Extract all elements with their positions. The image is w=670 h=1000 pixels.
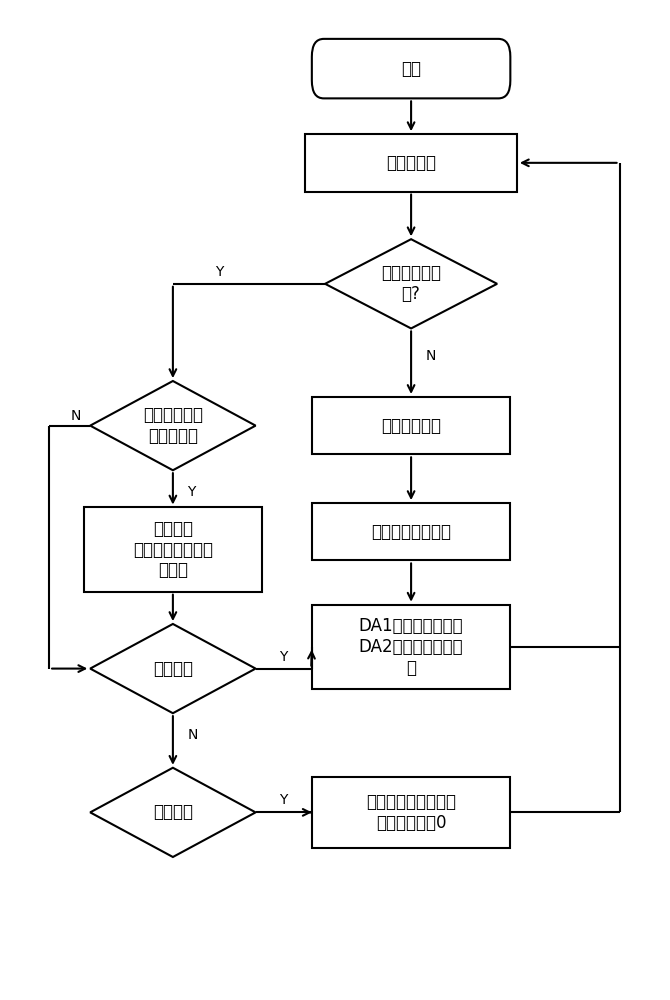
Bar bbox=[312, 605, 511, 689]
Bar bbox=[84, 507, 262, 592]
Bar bbox=[306, 134, 517, 192]
Text: 是否有通讯中
断?: 是否有通讯中 断? bbox=[381, 264, 441, 303]
Text: N: N bbox=[70, 409, 81, 423]
Text: Y: Y bbox=[279, 793, 288, 807]
Text: 是否停机: 是否停机 bbox=[153, 803, 193, 821]
Text: 上电初始化: 上电初始化 bbox=[386, 154, 436, 172]
Text: Y: Y bbox=[279, 650, 288, 664]
Polygon shape bbox=[90, 381, 255, 470]
Text: 计算电压给定增量: 计算电压给定增量 bbox=[371, 523, 451, 541]
Text: 是否更新参数
及读取状态: 是否更新参数 及读取状态 bbox=[143, 406, 203, 445]
Bar bbox=[312, 503, 511, 560]
Text: N: N bbox=[188, 728, 198, 742]
Text: Y: Y bbox=[187, 485, 196, 499]
Text: 检测输出电流: 检测输出电流 bbox=[381, 417, 441, 435]
Text: N: N bbox=[425, 349, 436, 363]
Bar bbox=[312, 397, 511, 454]
Polygon shape bbox=[325, 239, 497, 328]
Polygon shape bbox=[90, 624, 255, 713]
Text: 开始: 开始 bbox=[401, 60, 421, 78]
Text: 读取参数
更新电压给定、补
偿系数: 读取参数 更新电压给定、补 偿系数 bbox=[133, 520, 213, 579]
FancyBboxPatch shape bbox=[312, 39, 511, 98]
Text: DA1输出电压给定值
DA2输出电压给定增
量: DA1输出电压给定值 DA2输出电压给定增 量 bbox=[358, 617, 464, 677]
Polygon shape bbox=[90, 768, 255, 857]
Bar bbox=[312, 777, 511, 848]
Text: 是否启动: 是否启动 bbox=[153, 660, 193, 678]
Text: 停止，同时给定电压
与补偿电压为0: 停止，同时给定电压 与补偿电压为0 bbox=[366, 793, 456, 832]
Text: Y: Y bbox=[215, 265, 223, 279]
